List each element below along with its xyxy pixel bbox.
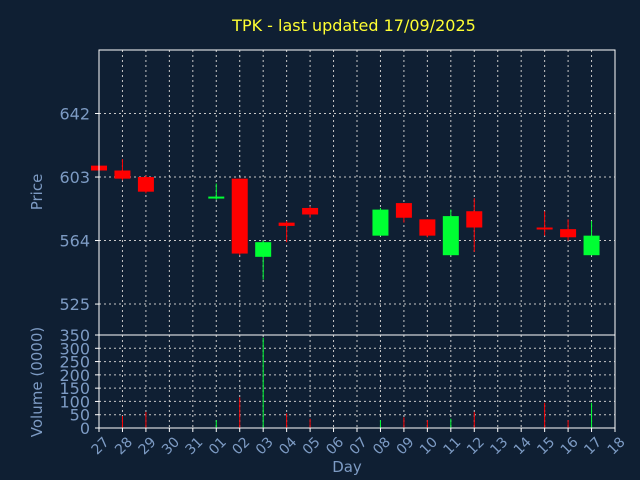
candle-29 [137, 175, 154, 194]
day-axis-label: Day [332, 458, 362, 476]
candle-body [302, 207, 319, 215]
x-tick-label: 08 [370, 434, 394, 458]
candle-15 [536, 211, 553, 236]
x-tick-label: 14 [511, 434, 535, 458]
price-tick-label: 564 [59, 232, 90, 251]
volume-tick-label: 150 [59, 379, 90, 398]
price-axis: 525 564 603 642 [59, 105, 99, 314]
x-tick-label: 01 [206, 434, 230, 458]
price-axis-label: Price [28, 174, 46, 211]
x-tick-label: 30 [159, 434, 183, 458]
volume-tick-label: 100 [59, 392, 90, 411]
candle-12 [466, 198, 483, 252]
candle-body [278, 222, 295, 226]
candle-body [114, 170, 131, 179]
candle-04 [278, 221, 295, 243]
x-tick-label: 16 [558, 434, 582, 458]
volume-tick-label: 50 [70, 406, 90, 425]
volume-bars [98, 337, 593, 428]
candle-body [137, 177, 154, 192]
price-tick-label: 642 [59, 105, 90, 124]
candle-08 [372, 207, 389, 236]
x-tick-label: 02 [229, 434, 253, 458]
candle-body [466, 211, 483, 228]
price-grid [99, 50, 615, 335]
x-tick-label: 17 [581, 434, 605, 458]
candle-body [419, 219, 436, 236]
x-tick-label: 07 [347, 434, 371, 458]
candle-body [231, 178, 248, 254]
x-tick-label: 13 [487, 434, 511, 458]
x-tick-label: 05 [300, 434, 324, 458]
candle-11 [442, 209, 459, 256]
x-tick-label: 18 [605, 434, 629, 458]
volume-tick-label: 200 [59, 366, 90, 385]
volume-tick-label: 300 [59, 339, 90, 358]
x-tick-label: 31 [183, 434, 207, 458]
candle-01 [208, 183, 225, 200]
day-axis: 27 28 29 30 31 01 02 03 04 05 06 07 08 09 10 11 12 13 14 15… [89, 428, 629, 458]
candle-17 [583, 221, 600, 256]
candle-16 [560, 219, 577, 241]
candle-09 [395, 203, 412, 223]
x-tick-label: 15 [534, 434, 558, 458]
x-tick-label: 03 [253, 434, 277, 458]
candle-28 [114, 159, 131, 181]
price-tick-label: 603 [59, 168, 90, 187]
price-tick-label: 525 [59, 295, 90, 314]
x-tick-label: 09 [394, 434, 418, 458]
x-tick-label: 06 [323, 434, 347, 458]
candle-body [583, 235, 600, 256]
candle-10 [419, 219, 436, 238]
candle-02 [231, 178, 248, 256]
x-tick-label: 04 [276, 434, 300, 458]
candle-body [255, 242, 272, 257]
volume-tick-label: 350 [59, 326, 90, 345]
candle-body [536, 227, 553, 230]
volume-tick-label: 0 [80, 419, 90, 438]
volume-tick-label: 250 [59, 353, 90, 372]
candle-body [560, 229, 577, 238]
price-panel-frame [98, 49, 616, 336]
x-tick-label: 12 [464, 434, 488, 458]
x-tick-label: 27 [89, 434, 113, 458]
candle-05 [302, 206, 319, 218]
candle-body [442, 216, 459, 256]
candle-body [372, 209, 389, 236]
x-tick-label: 11 [441, 434, 465, 458]
volume-grid [99, 335, 615, 428]
volume-axis-label: Volume (0000) [28, 327, 46, 437]
x-tick-label: 28 [112, 434, 136, 458]
candle-body [395, 203, 412, 218]
candle-body [208, 196, 225, 199]
x-tick-label: 10 [417, 434, 441, 458]
x-tick-label: 29 [136, 434, 160, 458]
candle-03 [255, 240, 272, 280]
chart-title: TPK - last updated 17/09/2025 [231, 16, 476, 35]
